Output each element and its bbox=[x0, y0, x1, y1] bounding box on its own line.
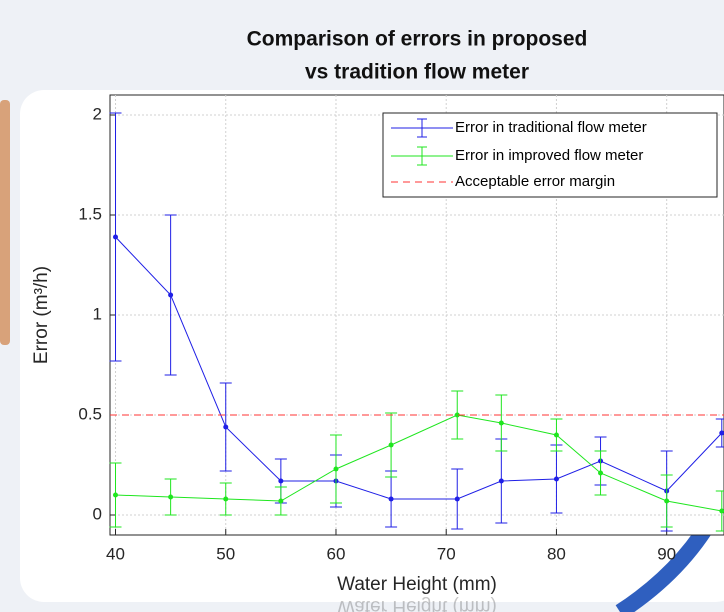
marker bbox=[719, 430, 724, 436]
x-tick-label: 60 bbox=[327, 544, 346, 563]
legend: Error in traditional flow meter Error in … bbox=[382, 112, 718, 198]
marker bbox=[168, 292, 174, 298]
series-line bbox=[115, 236, 723, 500]
marker bbox=[278, 498, 284, 504]
x-tick-label: 50 bbox=[216, 544, 235, 563]
marker bbox=[113, 492, 119, 498]
marker bbox=[553, 432, 559, 438]
x-axis-label: Water Height (mm) bbox=[337, 574, 497, 595]
marker bbox=[113, 234, 119, 240]
legend-box bbox=[382, 112, 718, 198]
chart-title: Comparison of errors in proposed bbox=[247, 28, 588, 51]
x-tick-label: 40 bbox=[106, 544, 125, 563]
marker bbox=[223, 496, 229, 502]
x-tick-label: 80 bbox=[547, 544, 566, 563]
series-line bbox=[115, 414, 722, 512]
marker bbox=[719, 508, 724, 514]
x-axis-label-reflection: Water Height (mm) bbox=[337, 596, 497, 612]
side-image bbox=[0, 100, 10, 345]
x-tick-label: 70 bbox=[437, 544, 456, 563]
marker bbox=[454, 412, 460, 418]
y-axis-label: Error (m³/h) bbox=[31, 266, 52, 364]
marker bbox=[388, 496, 394, 502]
marker bbox=[333, 466, 339, 472]
y-tick-label: 1 bbox=[93, 304, 102, 323]
y-tick-label: 1.5 bbox=[78, 204, 102, 223]
legend-label: Error in traditional flow meter bbox=[455, 119, 647, 136]
y-tick-label: 2 bbox=[93, 104, 102, 123]
legend-label: Error in improved flow meter bbox=[455, 147, 643, 164]
marker bbox=[278, 478, 284, 484]
marker bbox=[553, 476, 559, 482]
legend-label: Acceptable error margin bbox=[455, 173, 615, 190]
chart-title: vs tradition flow meter bbox=[305, 61, 529, 84]
marker bbox=[388, 442, 394, 448]
marks bbox=[109, 112, 724, 532]
marker bbox=[223, 424, 229, 430]
marker bbox=[664, 498, 670, 504]
marker bbox=[498, 478, 504, 484]
marker bbox=[454, 496, 460, 502]
x-tick-label: 90 bbox=[657, 544, 676, 563]
marker bbox=[598, 470, 604, 476]
y-tick-label: 0.5 bbox=[78, 404, 102, 423]
y-tick-label: 0 bbox=[93, 504, 102, 523]
marker bbox=[498, 420, 504, 426]
marker bbox=[168, 494, 174, 500]
